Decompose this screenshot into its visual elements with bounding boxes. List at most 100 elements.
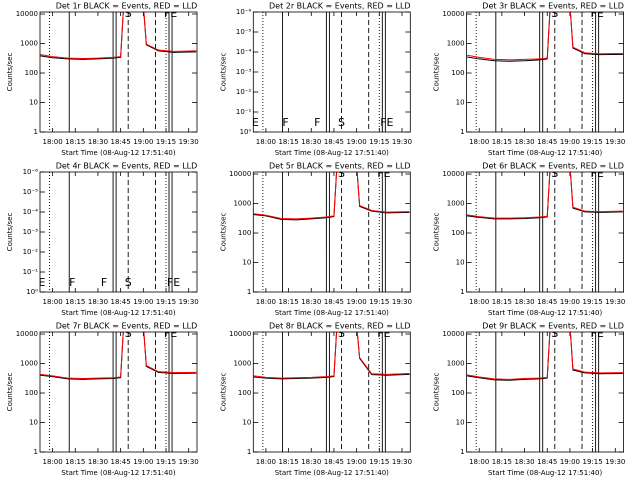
y-tick-label: 1 [34, 128, 38, 136]
y-tick-label: 10 [242, 259, 251, 267]
x-axis-label: Start Time (08-Aug-12 17:51:40) [275, 309, 389, 317]
plot-area: S FE [467, 327, 623, 452]
plot-frame [466, 171, 625, 293]
chart-title: Det 8r BLACK = Events, RED = LLD [269, 322, 411, 331]
plot-frame [252, 11, 411, 133]
chart-title: Det 2r BLACK = Events, RED = LLD [269, 2, 411, 11]
x-tick-label: 18:45 [111, 138, 131, 146]
y-tick-label: 10⁻² [236, 88, 252, 96]
x-tick-label: 18:15 [492, 458, 512, 466]
x-tick-label: 19:00 [560, 298, 580, 306]
x-tick-label: 18:15 [65, 138, 85, 146]
x-tick-label: 18:45 [324, 298, 344, 306]
y-tick-label: 1000 [447, 200, 465, 208]
y-tick-label: 1000 [233, 200, 251, 208]
y-axis-label: Counts/sec [219, 373, 227, 412]
x-tick-label: 18:45 [537, 138, 557, 146]
x-tick-label: 19:15 [583, 458, 603, 466]
chart-title: Det 5r BLACK = Events, RED = LLD [269, 162, 411, 171]
series-line [467, 172, 623, 219]
panel: Det 4r BLACK = Events, RED = LLD Start Ti… [6, 162, 199, 318]
annotation: FE [590, 167, 603, 180]
y-tick-label: 10⁻¹ [236, 108, 252, 116]
plot-frame [466, 331, 625, 453]
annotation: FE [380, 116, 393, 129]
x-tick-label: 19:15 [369, 138, 389, 146]
x-tick-label: 18:00 [256, 298, 276, 306]
chart-title: Det 6r BLACK = Events, RED = LLD [482, 162, 624, 171]
x-tick-label: 18:30 [514, 298, 534, 306]
x-tick-label: 19:00 [347, 458, 367, 466]
x-tick-label: 18:00 [43, 458, 63, 466]
y-axis-label: Counts/sec [219, 213, 227, 252]
y-tick-label: 10⁻⁶ [236, 8, 252, 16]
x-tick-label: 19:30 [392, 138, 412, 146]
x-tick-label: 18:30 [88, 138, 108, 146]
x-tick-label: 18:45 [111, 298, 131, 306]
series-line [253, 332, 410, 379]
x-axis-label: Start Time (08-Aug-12 17:51:40) [488, 309, 602, 317]
plot-area: S FE [467, 167, 623, 292]
y-tick-label: 1 [247, 448, 251, 456]
x-tick-label: 18:45 [324, 458, 344, 466]
series-line [40, 12, 197, 60]
x-tick-label: 18:00 [43, 138, 63, 146]
x-axis-label: Start Time (08-Aug-12 17:51:40) [275, 149, 389, 157]
x-tick-label: 19:15 [156, 138, 176, 146]
x-tick-label: 18:45 [324, 138, 344, 146]
panel: Det 7r BLACK = Events, RED = LLD Start Ti… [6, 322, 199, 478]
x-tick-label: 18:15 [492, 138, 512, 146]
x-tick-label: 18:15 [65, 458, 85, 466]
annotation: S [551, 167, 558, 180]
y-tick-label: 100 [25, 389, 38, 397]
annotation: S [551, 327, 558, 340]
x-tick-label: 18:30 [301, 458, 321, 466]
annotation: FE [590, 327, 603, 340]
x-tick-label: 18:15 [492, 298, 512, 306]
x-axis-label: Start Time (08-Aug-12 17:51:40) [275, 469, 389, 477]
annotation: S [338, 167, 345, 180]
x-tick-label: 19:30 [392, 458, 412, 466]
x-tick-label: 18:00 [469, 298, 489, 306]
y-tick-label: 10⁻² [23, 248, 39, 256]
x-tick-label: 19:15 [156, 298, 176, 306]
x-tick-label: 18:30 [514, 138, 534, 146]
chart-title: Det 9r BLACK = Events, RED = LLD [482, 322, 624, 331]
y-tick-label: 100 [451, 229, 464, 237]
x-tick-label: 18:00 [469, 458, 489, 466]
x-tick-label: 18:30 [514, 458, 534, 466]
x-tick-label: 19:30 [605, 138, 625, 146]
series-line [253, 172, 410, 220]
x-tick-label: 19:30 [392, 298, 412, 306]
y-tick-label: 10000 [16, 10, 38, 18]
x-tick-label: 19:15 [583, 298, 603, 306]
x-tick-label: 19:00 [347, 298, 367, 306]
chart-title: Det 7r BLACK = Events, RED = LLD [56, 322, 198, 331]
annotation: S [125, 327, 132, 340]
series-line [40, 332, 197, 380]
annotation: E [39, 276, 46, 289]
x-tick-label: 18:45 [111, 458, 131, 466]
y-tick-label: 10⁻⁴ [23, 208, 39, 216]
plot-frame [39, 11, 198, 133]
y-tick-label: 1000 [447, 40, 465, 48]
x-tick-label: 19:00 [133, 138, 153, 146]
annotation: FE [590, 7, 603, 20]
y-tick-label: 100 [25, 69, 38, 77]
y-tick-label: 10000 [442, 330, 464, 338]
y-tick-label: 10 [456, 99, 465, 107]
x-tick-label: 19:00 [560, 458, 580, 466]
annotation: E [252, 116, 259, 129]
y-tick-label: 10000 [229, 170, 251, 178]
x-tick-label: 19:30 [179, 138, 199, 146]
y-tick-label: 10 [29, 99, 38, 107]
y-tick-label: 1 [34, 448, 38, 456]
y-axis-label: Counts/sec [433, 213, 441, 252]
x-tick-label: 18:00 [256, 138, 276, 146]
panel: Det 2r BLACK = Events, RED = LLD Start Ti… [219, 2, 412, 158]
x-tick-label: 18:15 [65, 298, 85, 306]
annotation: FE [377, 167, 390, 180]
y-axis-label: Counts/sec [6, 53, 14, 92]
x-tick-label: 18:45 [537, 298, 557, 306]
